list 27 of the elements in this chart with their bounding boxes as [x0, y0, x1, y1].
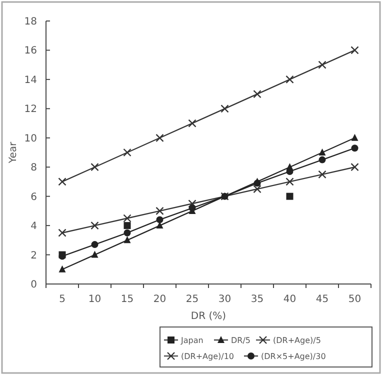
legend-label: Japan — [180, 336, 204, 345]
legend-label: (DR+Age)/5 — [273, 336, 321, 345]
x-tick-label: 50 — [348, 294, 362, 305]
x-tick-label: 10 — [88, 294, 102, 305]
y-tick-label: 0 — [30, 280, 37, 290]
x-tick-label: 25 — [186, 294, 199, 305]
legend-label: DR/5 — [231, 336, 251, 345]
legend-label: (DR×5+Age)/30 — [261, 352, 326, 361]
x-tick-label: 15 — [120, 294, 134, 305]
y-tick-label: 4 — [30, 221, 37, 232]
y-tick-label: 8 — [30, 162, 37, 174]
x-tick-label: 40 — [283, 294, 296, 305]
y-tick-label: 16 — [24, 46, 37, 57]
y-tick-label: 18 — [24, 16, 37, 28]
legend-label: (DR+Age)/10 — [181, 352, 234, 361]
y-tick-label: 14 — [24, 74, 37, 86]
x-tick-label: 45 — [316, 294, 329, 305]
y-tick-label: 12 — [24, 104, 37, 116]
y-tick-label: 6 — [30, 192, 37, 203]
x-tick-label: 5 — [59, 294, 66, 305]
y-tick-label: 2 — [30, 250, 37, 262]
x-tick-label: 35 — [250, 294, 264, 305]
x-tick-label: 30 — [218, 294, 232, 305]
y-axis-title: Year — [8, 141, 19, 164]
y-tick-label: 10 — [24, 133, 37, 144]
x-tick-label: 20 — [153, 294, 166, 305]
x-axis-title: DR (%) — [190, 311, 226, 322]
